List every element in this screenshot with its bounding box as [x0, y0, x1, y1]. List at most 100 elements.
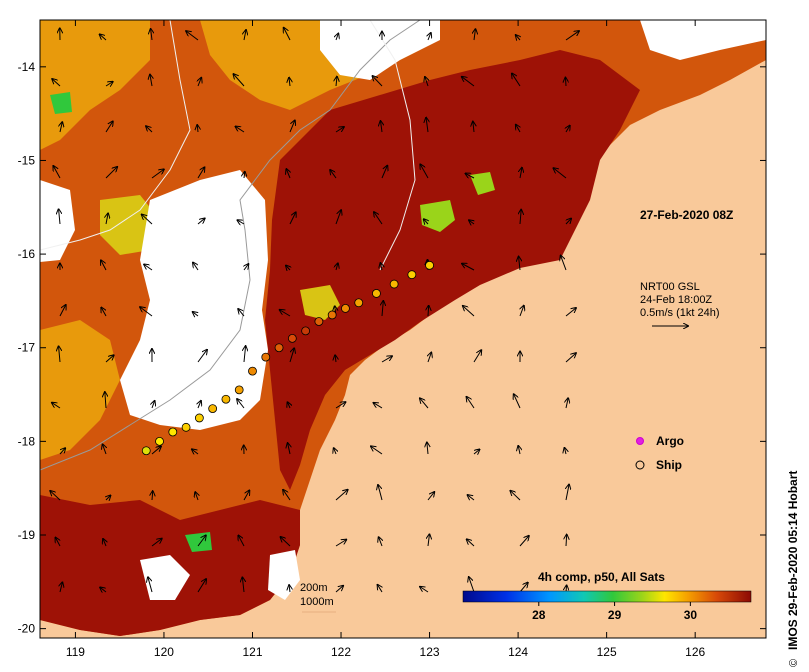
current-arrow	[106, 495, 110, 500]
current-arrow	[565, 31, 579, 41]
current-arrow	[516, 35, 520, 40]
current-arrow	[371, 446, 383, 455]
colorbar-ticks: 28 29 30	[532, 602, 697, 622]
current-arrow	[151, 29, 152, 41]
cloud-northeast	[640, 20, 766, 60]
current-arrow	[52, 403, 61, 409]
cloud-west	[40, 180, 75, 262]
depth-contour-200m	[40, 20, 421, 471]
current-arrow	[381, 356, 392, 363]
ship-point	[327, 310, 337, 320]
lat-tick-label: -14	[18, 60, 36, 74]
current-arrow	[55, 538, 60, 547]
current-arrow	[473, 122, 474, 133]
current-arrow	[100, 34, 107, 41]
lon-axis: 119 120 121 122 123 124 125 126	[66, 20, 706, 659]
depth-key-1000m: 1000m	[300, 596, 334, 608]
lon-tick-label: 124	[508, 645, 528, 659]
current-arrow	[510, 491, 521, 501]
current-arrow	[565, 353, 576, 363]
current-arrow	[426, 118, 428, 133]
current-arrow	[284, 28, 291, 41]
current-arrow	[152, 401, 155, 409]
current-arrow	[244, 30, 246, 41]
current-arrow	[59, 209, 60, 225]
current-arrow	[60, 122, 62, 133]
current-arrow	[289, 212, 296, 225]
current-arrow	[335, 210, 341, 225]
current-arrow	[330, 170, 337, 179]
ship-point	[274, 343, 284, 353]
current-arrow	[554, 168, 567, 179]
colorbar: 4h comp, p50, All Sats 28 29 30	[462, 570, 752, 622]
current-arrow	[474, 450, 479, 454]
cool-patch-6	[50, 92, 72, 114]
current-arrow	[289, 78, 290, 87]
ship-point	[372, 289, 381, 298]
lat-tick-label: -15	[18, 153, 36, 167]
lat-tick-label: -19	[18, 528, 36, 542]
ship-marker-icon	[635, 460, 645, 470]
current-arrow	[198, 78, 201, 87]
current-arrow	[334, 448, 336, 455]
ship-point	[234, 385, 244, 395]
current-arrow	[428, 33, 431, 41]
current-arrow	[427, 443, 428, 455]
current-arrow	[378, 585, 382, 593]
current-arrow	[381, 121, 382, 133]
colorbar-ramp	[462, 590, 752, 603]
ship-point	[248, 366, 257, 376]
current-arrow	[420, 587, 429, 593]
current-arrow	[53, 166, 61, 179]
current-arrow	[566, 219, 571, 225]
lat-tick-label: -18	[18, 434, 36, 448]
current-arrow	[186, 31, 199, 41]
ship-point	[181, 422, 191, 432]
current-arrow	[289, 121, 295, 133]
lon-tick-label: 122	[331, 645, 351, 659]
legend-ship: Ship	[635, 458, 682, 472]
date-label: 27-Feb-2020 08Z	[640, 208, 733, 222]
current-arrow	[101, 260, 107, 271]
ship-point	[261, 352, 271, 362]
legend-argo-label: Argo	[656, 434, 684, 448]
current-arrow	[428, 306, 429, 317]
current-arrow	[238, 536, 245, 547]
current-arrow	[101, 308, 107, 317]
current-arrow	[142, 215, 153, 225]
current-arrow	[427, 492, 434, 501]
argo-marker-icon	[636, 437, 644, 445]
current-arrow	[520, 210, 521, 225]
current-arrow	[420, 398, 429, 409]
current-arrow	[197, 125, 198, 133]
current-arrow	[60, 582, 62, 593]
current-arrow	[424, 219, 428, 224]
current-arrow	[242, 577, 244, 593]
current-arrow	[335, 586, 343, 593]
plot-frame	[39, 19, 767, 639]
lon-tick-label: 123	[420, 645, 440, 659]
lat-tick-label: -17	[18, 341, 36, 355]
depth-key-200m: 200m	[300, 582, 328, 594]
current-arrow	[336, 263, 338, 271]
current-arrow	[463, 306, 475, 317]
current-arrow	[474, 29, 475, 41]
current-arrow	[374, 212, 383, 225]
current-arrow	[59, 346, 60, 363]
current-arrow	[518, 446, 520, 455]
current-arrow	[561, 256, 567, 271]
current-arrow	[193, 263, 199, 271]
lon-tick-label: 121	[242, 645, 262, 659]
current-arrow	[566, 485, 569, 501]
current-arrow	[516, 125, 520, 133]
ship-point	[407, 270, 417, 280]
current-arrow	[565, 78, 566, 87]
current-arrow	[520, 168, 522, 179]
current-arrow	[335, 355, 336, 363]
current-arrow	[565, 308, 576, 317]
current-arrow	[379, 537, 382, 547]
ship-point	[425, 260, 434, 270]
current-arrow	[105, 355, 114, 363]
colorbar-title: 4h comp, p50, All Sats	[538, 570, 665, 584]
mid-west-2	[40, 320, 120, 460]
